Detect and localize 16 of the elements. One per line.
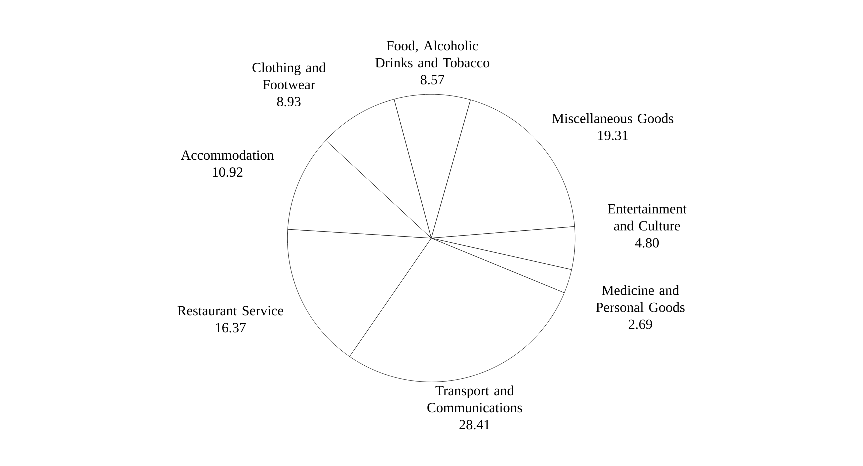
data-label: 8.93 <box>277 97 301 107</box>
slice-label: Clothing and Footwear <box>252 62 326 90</box>
slice-label: Restaurant Service <box>178 306 284 316</box>
slice-label: Medicine and Personal Goods <box>596 285 685 312</box>
slice-label: Food, Alcoholic Drinks and Tobacco <box>376 40 490 68</box>
slice-label: Transport and Communications <box>428 386 522 413</box>
data-label: 4.80 <box>635 238 660 248</box>
data-label: 19.31 <box>598 130 628 140</box>
data-label: 28.41 <box>460 420 490 430</box>
data-label: 2.69 <box>628 320 652 330</box>
slice-label: Entertainment and Culture <box>608 204 687 231</box>
data-label: 10.92 <box>213 168 243 178</box>
data-label: 8.57 <box>420 75 444 85</box>
slice-label: Accommodation <box>181 150 274 160</box>
data-label: 16.37 <box>216 323 246 333</box>
slice-label: Miscellaneous Goods <box>552 114 674 124</box>
